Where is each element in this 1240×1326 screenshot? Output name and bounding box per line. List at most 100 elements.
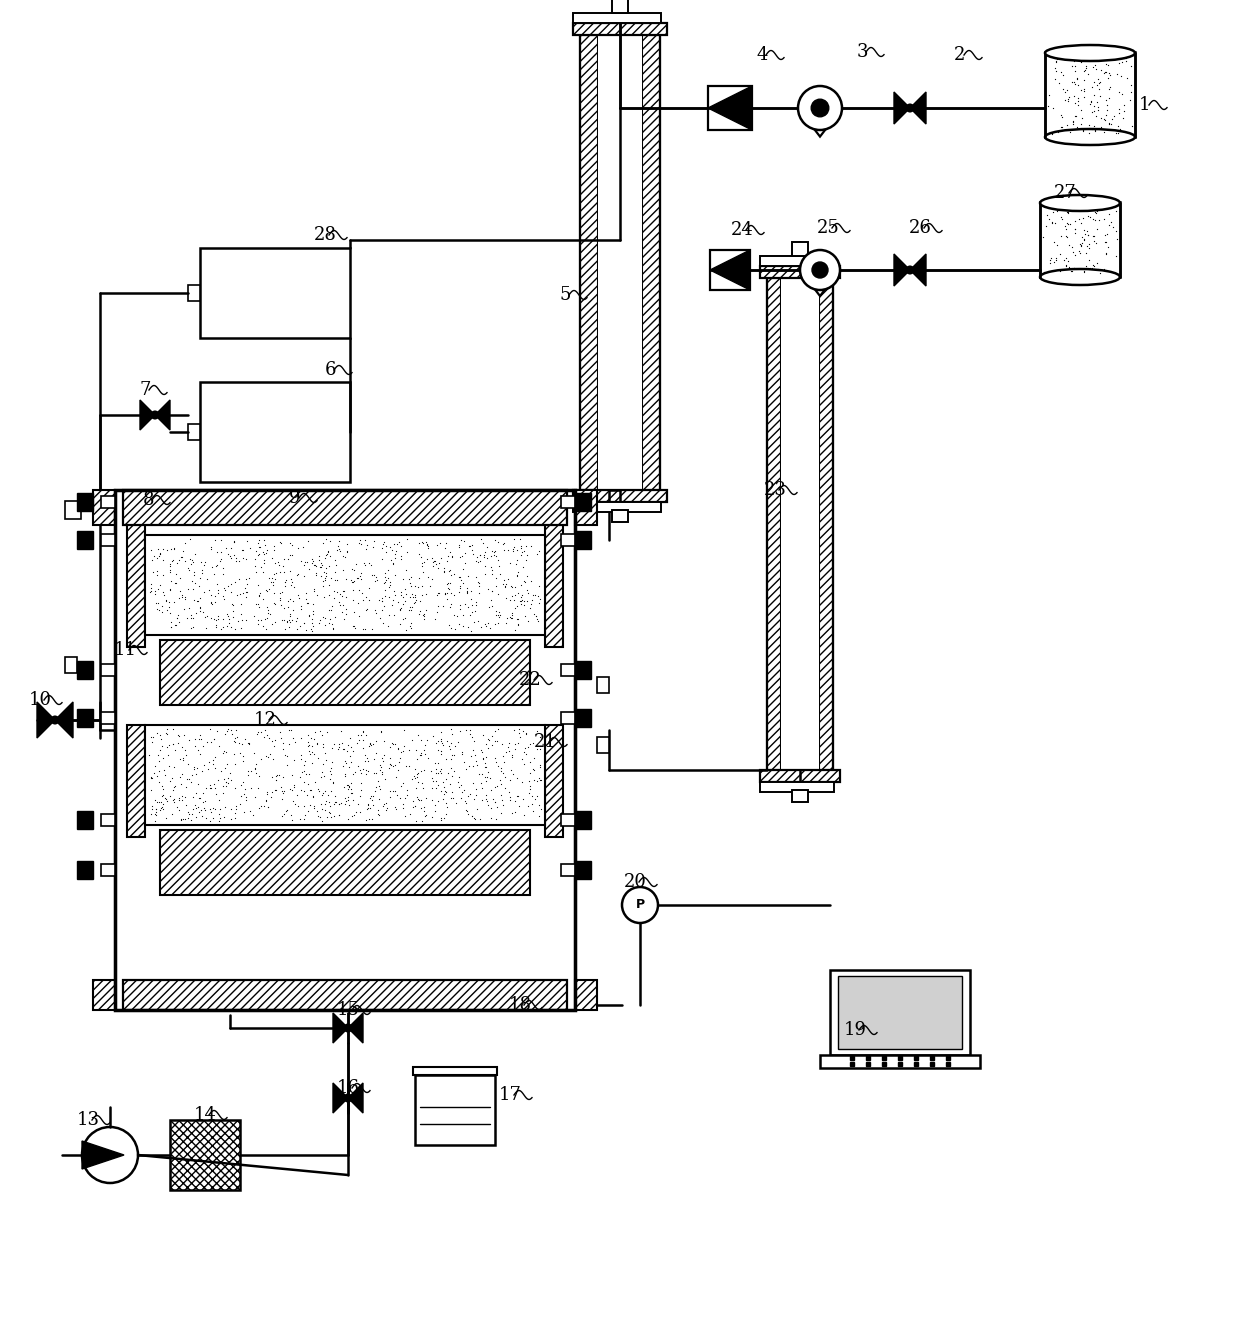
- Point: [1065, 244, 1085, 265]
- Point: [361, 733, 381, 754]
- Point: [486, 605, 506, 626]
- Point: [351, 760, 371, 781]
- Point: [485, 614, 505, 635]
- Point: [382, 540, 402, 561]
- Point: [304, 615, 324, 636]
- Point: [455, 530, 475, 552]
- Point: [459, 536, 479, 557]
- Point: [202, 594, 222, 615]
- Point: [320, 609, 340, 630]
- Point: [217, 772, 237, 793]
- Point: [382, 549, 402, 570]
- Point: [299, 593, 319, 614]
- Point: [169, 587, 188, 609]
- Polygon shape: [800, 271, 839, 296]
- Point: [1055, 90, 1075, 111]
- Point: [263, 614, 283, 635]
- Point: [339, 776, 358, 797]
- Point: [1074, 81, 1094, 102]
- Text: 17: 17: [498, 1086, 522, 1105]
- Point: [312, 753, 332, 774]
- Point: [391, 545, 410, 566]
- Point: [303, 621, 322, 642]
- Point: [521, 534, 541, 556]
- Point: [311, 766, 331, 788]
- Point: [197, 606, 217, 627]
- Point: [343, 615, 363, 636]
- Point: [219, 609, 239, 630]
- Point: [1099, 88, 1118, 109]
- Point: [388, 737, 408, 758]
- Point: [365, 565, 384, 586]
- Point: [320, 574, 340, 595]
- Point: [1121, 123, 1141, 145]
- Point: [161, 615, 181, 636]
- Polygon shape: [334, 1083, 348, 1113]
- Point: [289, 585, 309, 606]
- Point: [262, 781, 281, 802]
- Point: [154, 582, 174, 603]
- Point: [250, 537, 270, 558]
- Point: [229, 732, 249, 753]
- Point: [423, 725, 443, 747]
- Point: [321, 568, 341, 589]
- Point: [1044, 231, 1064, 252]
- Point: [332, 732, 352, 753]
- Point: [281, 568, 301, 589]
- Point: [162, 733, 182, 754]
- Point: [141, 768, 161, 789]
- Point: [343, 579, 363, 601]
- Polygon shape: [55, 701, 73, 739]
- Point: [531, 769, 551, 790]
- Point: [294, 537, 314, 558]
- Point: [222, 548, 242, 569]
- Point: [1040, 252, 1060, 273]
- Point: [1122, 115, 1142, 137]
- Point: [1039, 85, 1059, 106]
- Point: [191, 568, 211, 589]
- Point: [396, 578, 415, 599]
- Point: [1063, 241, 1083, 263]
- Point: [284, 577, 304, 598]
- Point: [394, 805, 414, 826]
- Point: [1110, 102, 1130, 123]
- Point: [527, 770, 547, 792]
- Point: [190, 788, 210, 809]
- Point: [1054, 78, 1074, 99]
- Point: [277, 754, 296, 776]
- Point: [201, 585, 221, 606]
- Point: [169, 549, 188, 570]
- Point: [1070, 243, 1090, 264]
- Point: [512, 770, 532, 792]
- Point: [192, 806, 212, 827]
- Point: [296, 619, 316, 640]
- Text: 20: 20: [624, 873, 646, 891]
- Point: [502, 764, 522, 785]
- Point: [430, 548, 450, 569]
- Point: [315, 793, 335, 814]
- Bar: [100, 496, 115, 508]
- Point: [445, 736, 465, 757]
- Point: [384, 754, 404, 776]
- Point: [273, 806, 293, 827]
- Point: [315, 743, 335, 764]
- Point: [196, 808, 216, 829]
- Point: [391, 549, 410, 570]
- Point: [263, 749, 283, 770]
- Point: [1096, 243, 1116, 264]
- Point: [153, 798, 172, 819]
- Point: [308, 732, 327, 753]
- Text: 9: 9: [289, 489, 301, 507]
- Point: [294, 796, 314, 817]
- Point: [249, 585, 269, 606]
- Point: [383, 733, 403, 754]
- Point: [249, 797, 269, 818]
- Point: [1039, 208, 1059, 229]
- Point: [160, 785, 180, 806]
- Point: [1084, 231, 1104, 252]
- Point: [409, 533, 429, 554]
- Circle shape: [906, 105, 914, 111]
- Point: [248, 533, 268, 554]
- Point: [257, 597, 277, 618]
- Point: [185, 572, 205, 593]
